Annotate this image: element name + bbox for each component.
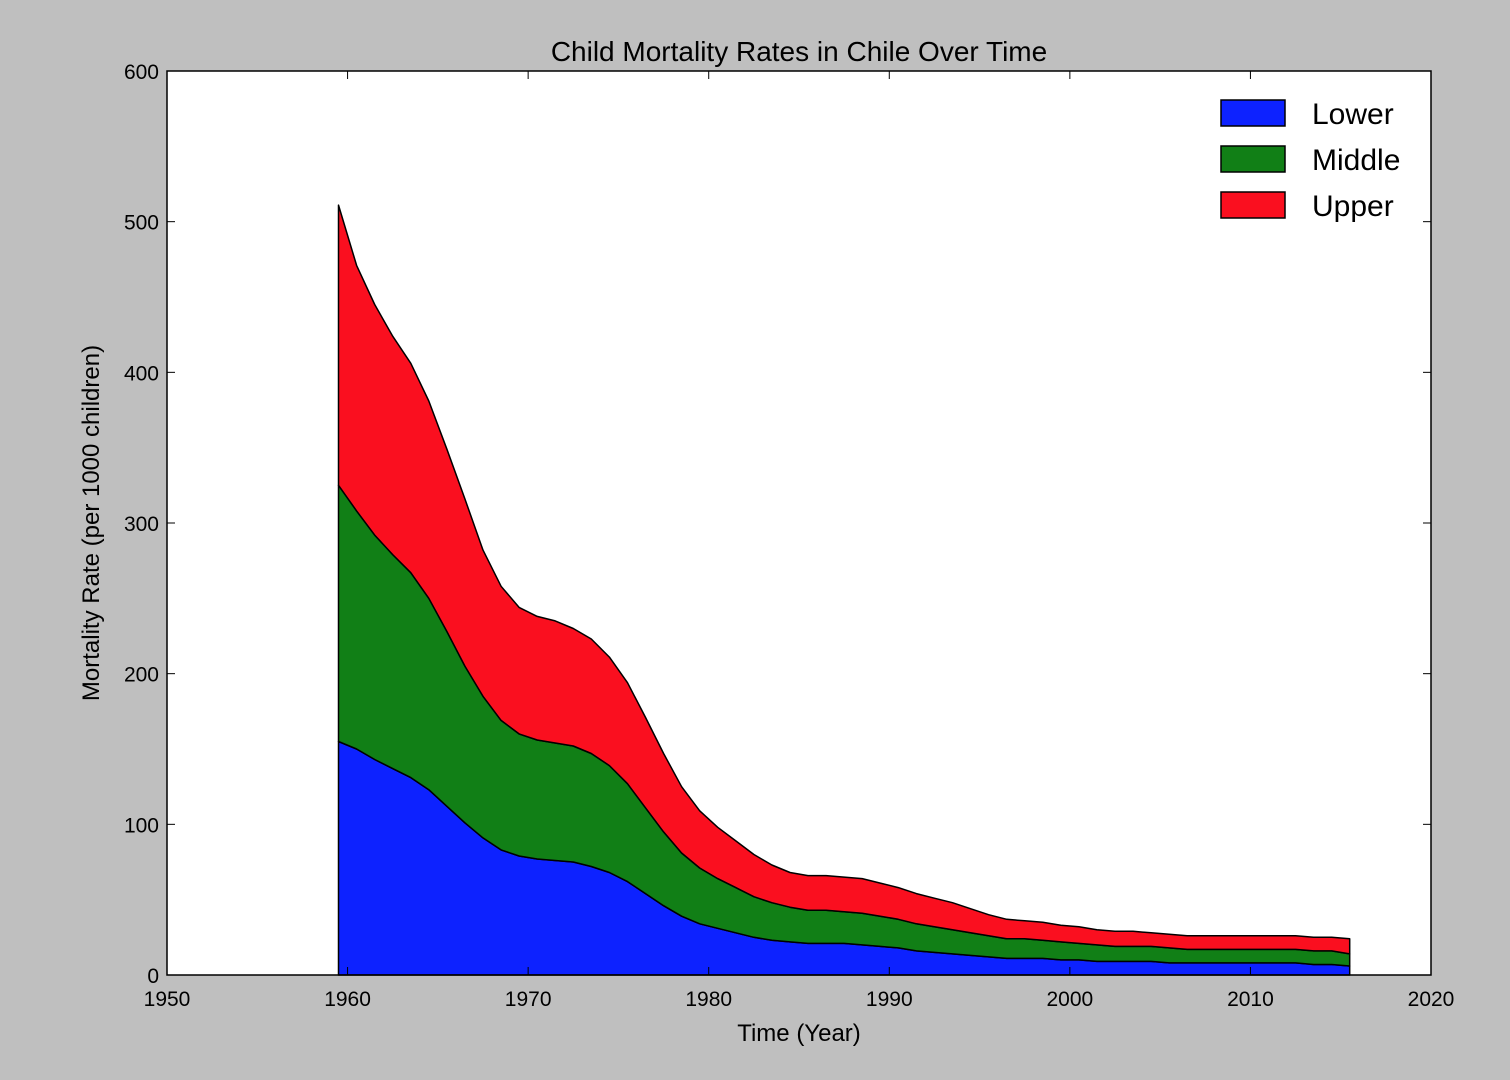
y-tick-label: 500 <box>124 212 159 235</box>
x-tick-label: 2000 <box>1046 988 1093 1011</box>
legend: Lower Middle Upper <box>1220 98 1400 223</box>
x-tick-label: 1960 <box>324 988 371 1011</box>
x-tick-label: 1980 <box>685 988 732 1011</box>
legend-swatch-upper <box>1220 191 1286 219</box>
x-axis-title: Time (Year) <box>737 1020 861 1047</box>
y-tick-label: 600 <box>124 61 159 84</box>
y-tick-label: 400 <box>124 362 159 385</box>
y-tick-label: 100 <box>124 814 159 837</box>
legend-swatch-lower <box>1220 99 1286 127</box>
chart-title: Child Mortality Rates in Chile Over Time <box>551 36 1047 67</box>
x-tick-label: 1970 <box>505 988 552 1011</box>
legend-label-middle: Middle <box>1312 144 1400 177</box>
y-axis-title: Mortality Rate (per 1000 children) <box>78 345 105 701</box>
y-tick-label: 200 <box>124 664 159 687</box>
x-tick-label: 1990 <box>866 988 913 1011</box>
x-tick-label: 1950 <box>144 988 191 1011</box>
y-tick-label: 300 <box>124 513 159 536</box>
legend-label-lower: Lower <box>1312 98 1394 131</box>
legend-label-upper: Upper <box>1312 190 1394 223</box>
x-tick-label: 2020 <box>1408 988 1455 1011</box>
legend-swatch-middle <box>1220 145 1286 173</box>
y-tick-label: 0 <box>147 965 159 988</box>
axis-ticks: 1950 1960 1970 1980 1990 2000 2010 2020 0 100 200 3… <box>124 61 1454 1011</box>
area-upper <box>337 204 1351 955</box>
x-tick-label: 2010 <box>1227 988 1274 1011</box>
